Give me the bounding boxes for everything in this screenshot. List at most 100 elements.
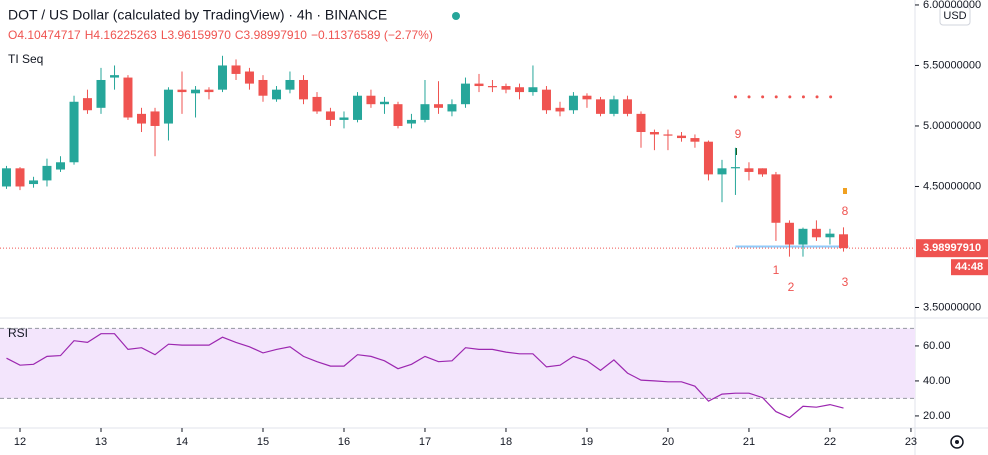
candle-body — [15, 168, 25, 187]
candle-body — [204, 89, 214, 93]
x-tick-label: 13 — [95, 436, 107, 448]
candle-body — [622, 99, 632, 114]
candle-body — [730, 167, 740, 169]
candle-body — [744, 168, 754, 172]
last-price-label: 3.98997910 — [923, 242, 981, 254]
candle-body — [420, 104, 430, 120]
td-label: 9 — [735, 127, 742, 141]
candle-body — [393, 104, 403, 126]
candle-body — [555, 107, 565, 112]
ohlc-value: C3.98997910 — [235, 28, 307, 42]
rsi-band — [0, 328, 915, 399]
candle-body — [649, 132, 659, 135]
ohlc-legend: O4.10474717 H4.16225263 L3.96159970 C3.9899… — [8, 28, 433, 42]
candle-body — [150, 111, 160, 126]
candle-body — [690, 138, 700, 142]
currency[interactable]: USD — [943, 10, 966, 22]
candle-body — [582, 95, 592, 100]
candle-body — [595, 99, 605, 114]
candle-body — [379, 101, 389, 105]
market-status — [452, 12, 460, 20]
settings-gear[interactable] — [950, 435, 964, 449]
candle-body — [825, 233, 835, 238]
candle-body — [69, 101, 79, 163]
settings-gear-center[interactable] — [955, 440, 959, 444]
x-tick-label: 22 — [824, 436, 836, 448]
td-marker — [735, 148, 737, 155]
candle-body — [636, 113, 646, 133]
candle-body — [474, 83, 484, 87]
candle-body — [717, 168, 727, 175]
candle-body — [366, 95, 376, 105]
y-tick-label: 4.50000000 — [923, 180, 981, 192]
td-label: 3 — [842, 275, 849, 289]
ohlc-value: O4.10474717 — [8, 28, 81, 42]
candle-body — [231, 65, 241, 74]
candle-body — [757, 168, 767, 175]
x-tick-label: 23 — [905, 436, 917, 448]
x-tick-label: 18 — [500, 436, 512, 448]
rsi-tick-label: 20.00 — [923, 410, 951, 422]
candle-body — [163, 89, 173, 124]
candle-body — [177, 89, 187, 93]
candle-body — [258, 79, 268, 96]
candle-body — [838, 234, 848, 249]
candle-body — [784, 222, 794, 245]
candle-body — [487, 86, 497, 88]
settings-icon[interactable] — [950, 435, 964, 449]
x-tick-label: 14 — [176, 436, 188, 448]
rsi-label: RSI — [8, 326, 28, 340]
td-label: 2 — [788, 280, 795, 294]
candle-body — [136, 113, 146, 124]
td-label: 1 — [773, 263, 780, 277]
x-tick-label: 17 — [419, 436, 431, 448]
ohlc-value: −0.11376589 (−2.77%) — [311, 28, 433, 42]
candle-body — [434, 104, 444, 108]
rsi-tick-label: 60.00 — [923, 340, 951, 352]
candle-body — [811, 228, 821, 238]
candle-body — [298, 79, 308, 100]
candle-body — [1, 168, 11, 187]
x-tick-label: 16 — [338, 436, 350, 448]
candle-body — [339, 117, 349, 120]
chart-title: DOT / US Dollar (calculated by TradingVi… — [8, 7, 387, 23]
candle-body — [29, 180, 39, 185]
candle-body — [110, 75, 120, 78]
y-tick-label: 5.00000000 — [923, 120, 981, 132]
candle-body — [676, 135, 686, 139]
currency-box[interactable] — [939, 6, 971, 26]
candle-body — [123, 77, 133, 118]
candle-body — [501, 86, 511, 90]
candle-body — [460, 83, 470, 105]
ohlc-text: O4.10474717 H4.16225263 L3.96159970 C3.9899… — [8, 28, 433, 42]
candle-body — [771, 174, 781, 223]
candle-body — [609, 99, 619, 114]
y-tick-label: 5.50000000 — [923, 59, 981, 71]
x-tick-label: 19 — [581, 436, 593, 448]
candle-body — [272, 89, 282, 100]
candle-body — [312, 96, 322, 112]
candle-body — [325, 111, 335, 120]
y-tick-label: 3.50000000 — [923, 301, 981, 313]
rsi-line — [6, 333, 844, 419]
candle-body — [96, 79, 106, 108]
x-tick-label: 20 — [662, 436, 674, 448]
candle-body — [515, 87, 525, 93]
y-tick-label: 6.00000000 — [923, 0, 981, 11]
countdown: 44:48 — [955, 261, 983, 273]
x-tick-label: 21 — [743, 436, 755, 448]
candle-body — [217, 65, 227, 90]
candle-body — [663, 134, 673, 136]
candle-body — [56, 162, 66, 170]
candle-body — [541, 89, 551, 111]
candle-body — [703, 141, 713, 175]
indicator-label: TI Seq — [8, 52, 43, 66]
x-tick-label: 12 — [14, 436, 26, 448]
td-label: 8 — [842, 204, 849, 218]
countdown-box — [951, 259, 988, 276]
candle-body — [406, 119, 416, 124]
candle-body — [353, 95, 363, 120]
candle-body — [244, 71, 254, 84]
last-price-box — [916, 239, 988, 258]
